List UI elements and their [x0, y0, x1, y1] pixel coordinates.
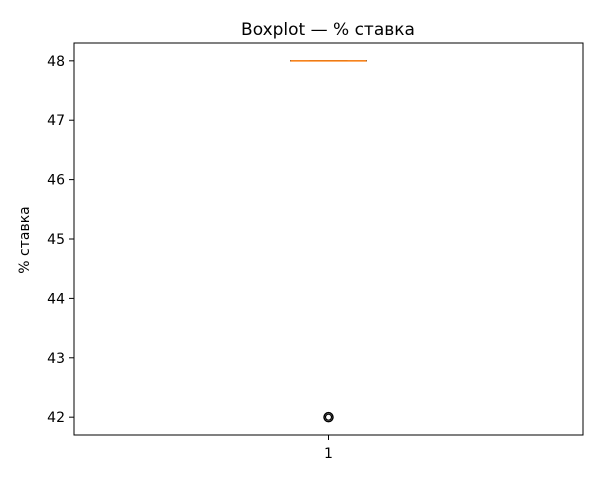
- y-axis: 42 43 44 45 46 47 48: [47, 54, 74, 426]
- y-tick-label: 44: [47, 291, 65, 307]
- x-tick-label: 1: [324, 446, 333, 462]
- y-tick-label: 45: [47, 232, 65, 248]
- y-tick-label: 47: [47, 113, 65, 129]
- box-series: [290, 60, 367, 423]
- y-axis-label: % ставка: [17, 206, 33, 273]
- plot-area-frame: [73, 42, 584, 436]
- y-tick-label: 43: [47, 351, 65, 367]
- y-tick-label: 46: [47, 173, 65, 189]
- x-axis: 1: [324, 435, 333, 462]
- outlier-point: [324, 413, 333, 421]
- y-tick-label: 48: [47, 54, 65, 70]
- outlier-point: [323, 411, 334, 423]
- y-tick-label: 42: [47, 410, 65, 426]
- chart-title: Boxplot — % ставка: [241, 20, 415, 40]
